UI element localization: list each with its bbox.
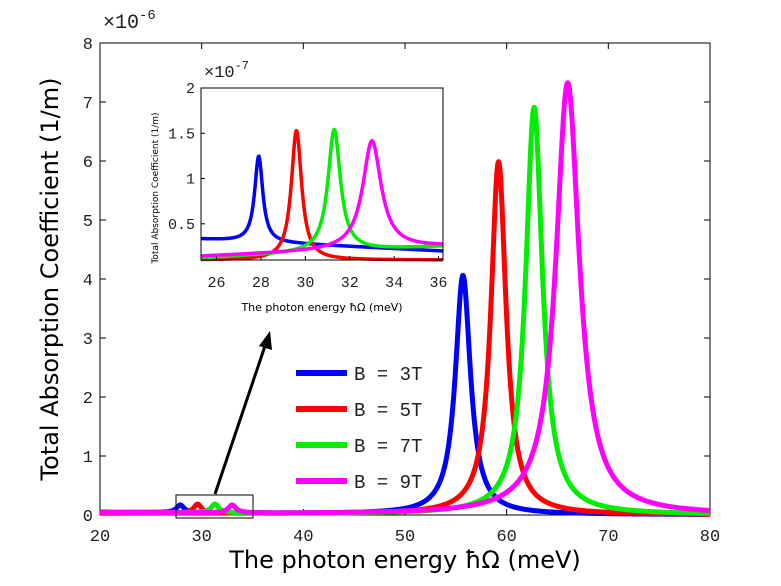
- inset-x-tick-label: 26: [208, 275, 226, 292]
- inset-y-tick-label: 0.5: [168, 217, 195, 234]
- main-y-tick-label: 7: [83, 95, 93, 114]
- main-y-tick-label: 1: [83, 449, 93, 468]
- zoom-arrow: [213, 342, 268, 495]
- inset-y-tick-label: 1.5: [168, 126, 195, 143]
- zoom-highlight-box: [175, 494, 254, 519]
- legend-label: B = 5T: [354, 400, 422, 422]
- inset-y-scale-label: ×10-7: [204, 59, 249, 83]
- main-y-tick-label: 8: [83, 36, 93, 55]
- main-y-tick-label: 4: [83, 272, 93, 291]
- main-y-tick-label: 3: [83, 331, 93, 350]
- zoom-arrow-head: [259, 331, 272, 350]
- main-x-tick-label: 50: [395, 528, 415, 547]
- inset-ticks: 26 28 30 32 34 36 0.5 1 1.5 2: [168, 81, 448, 292]
- inset-x-tick-label: 34: [385, 275, 403, 292]
- main-series-line: [98, 80, 712, 516]
- main-y-tick-label: 6: [83, 154, 93, 173]
- main-y-tick-label: 0: [83, 508, 93, 527]
- inset-y-tick-label: 1: [186, 172, 195, 189]
- main-x-axis-label: The photon energy ħΩ (meV): [228, 546, 581, 574]
- main-x-tick-label: 30: [191, 528, 211, 547]
- main-y-tick-label: 5: [83, 213, 93, 232]
- main-x-tick-label: 80: [700, 528, 720, 547]
- main-x-tick-label: 20: [90, 528, 110, 547]
- inset-x-tick-label: 32: [341, 275, 359, 292]
- inset-background: [201, 88, 443, 260]
- inset-frame: [200, 87, 444, 261]
- inset-x-axis-label: The photon energy ħΩ (meV): [240, 301, 402, 314]
- main-x-tick-label: 60: [496, 528, 516, 547]
- legend-label: B = 9T: [354, 472, 422, 494]
- inset-y-axis-label: Total Absorption Coefficient (1/m): [151, 112, 161, 264]
- inset-x-tick-label: 30: [296, 275, 314, 292]
- main-y-tick-label: 2: [83, 390, 93, 409]
- legend: B = 3T B = 5T B = 7T B = 9T: [296, 364, 422, 494]
- main-x-tick-label: 40: [293, 528, 313, 547]
- inset-series-line: [199, 139, 444, 258]
- legend-label: B = 3T: [354, 364, 422, 386]
- main-y-scale-label: ×10-6: [103, 8, 156, 35]
- inset-x-tick-label: 28: [252, 275, 270, 292]
- main-y-axis-label: Total Absorption Coefficient (1/m): [36, 78, 64, 482]
- legend-label: B = 7T: [354, 436, 422, 458]
- main-x-tick-label: 70: [598, 528, 618, 547]
- inset-y-tick-label: 2: [186, 81, 195, 98]
- inset-x-tick-label: 36: [430, 275, 448, 292]
- main-series-group: [98, 80, 712, 517]
